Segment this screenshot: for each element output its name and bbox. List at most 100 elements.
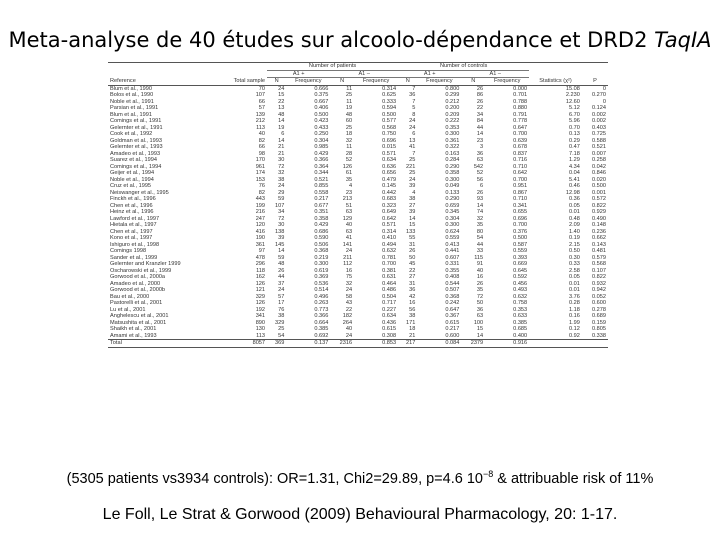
value-cell: 80 [476,228,484,235]
value-cell: 0.800 [445,85,460,92]
value-cell: 57 [278,293,285,300]
value-cell: 23 [345,189,353,196]
value-cell: 40 [345,222,353,228]
value-cell: 0.592 [513,274,528,280]
value-cell: 0.304 [314,137,329,144]
value-cell: 0.689 [592,313,606,319]
value-cell: 0.659 [445,202,460,209]
value-cell: 32 [476,215,484,222]
value-cell: 0.368 [314,248,329,254]
reference-cell: Bolos et al., 1990 [110,92,154,98]
value-cell: 0.632 [382,248,397,254]
value-cell: 0.507 [445,287,460,293]
value-cell: 12.60 [565,98,580,105]
value-cell: 5.12 [568,105,580,111]
value-cell: 44 [476,124,484,131]
col-reference: Reference [110,77,136,84]
value-cell: 24 [409,118,416,124]
value-cell: 139 [255,111,266,118]
value-cell: 34 [476,111,484,118]
value-cell: 0.163 [445,150,460,157]
value-cell: 21 [278,150,285,157]
value-cell: 93 [476,196,484,202]
reference-cell: Gelernter et al., 1991 [110,124,163,131]
value-cell: 15 [409,222,416,228]
value-cell: 15 [278,92,285,98]
value-cell: 14 [476,202,484,209]
value-cell: 0.436 [382,319,397,326]
value-cell: 0.323 [382,202,397,209]
value-cell: 0.002 [592,111,606,118]
value-cell: 0.558 [314,189,329,196]
table-row: Kono et al., 1997 190 39 0.590 41 0.410 55 0.55… [108,235,608,242]
value-cell: 0.70 [568,124,580,131]
table-row: Chen et al., 1997 416 138 0.686 63 0.314 133 0.… [108,229,608,236]
value-cell: 0.544 [445,280,460,287]
value-cell: 29 [278,189,285,196]
value-cell: 0.716 [513,157,528,163]
value-cell: 192 [255,306,266,313]
value-cell: 39 [409,183,416,189]
value-cell: 0.403 [592,124,606,131]
value-cell: 0.242 [445,300,460,306]
value-cell: 0.429 [314,150,329,157]
value-cell: 182 [342,313,353,319]
value-cell: 0.007 [592,150,606,157]
reference-cell: Gorwood et al., 2000b [110,287,166,293]
value-cell: 19 [345,105,353,111]
value-cell: 0.633 [513,313,528,319]
value-cell: 0.667 [314,98,329,105]
reference-cell: Blum et al., 1990 [110,85,152,92]
value-cell: 0.338 [592,332,606,339]
value-cell: 59 [278,196,285,202]
reference-cell: Chen et al., 1996 [110,202,153,209]
value-cell: 0.358 [445,170,460,176]
header-patients-a1minus: A1 – [330,70,399,78]
value-cell: 0.559 [513,248,528,254]
value-cell: 120 [255,222,266,228]
header-controls-a1minus: A1 – [461,70,530,78]
value-cell: 0 [602,85,606,92]
value-cell: 961 [255,163,266,170]
table-row: Gelernter and Kranzler 1999 296 48 0.300 112… [108,261,608,268]
value-cell: 16 [345,267,353,274]
value-cell: 0.300 [445,222,460,228]
value-cell: 0.263 [314,300,329,306]
value-cell: 31 [409,280,416,287]
value-cell: 0.366 [314,157,329,163]
value-cell: 11 [346,98,353,105]
value-cell: 361 [255,241,266,248]
value-cell: 0.250 [314,131,329,137]
value-cell: 0.514 [314,287,329,293]
value-cell: 0.385 [513,319,528,326]
value-cell: 0.143 [592,241,606,248]
value-cell: 14 [476,131,484,137]
value-cell: 0.145 [382,183,397,189]
value-cell: 36 [409,287,416,293]
value-cell: 72 [278,163,285,170]
value-cell: 22 [278,98,285,105]
value-cell: 478 [255,254,266,261]
value-cell: 0.353 [445,124,460,131]
value-cell: 0.493 [513,287,528,293]
value-cell: 26 [476,85,484,92]
value-cell: 56 [476,176,484,183]
value-cell: 25 [345,124,353,131]
value-cell: 22 [409,267,416,274]
value-cell: 40 [476,267,484,274]
value-cell: 0.500 [314,111,329,118]
value-cell: 14 [409,215,416,222]
table-body: Blum et al., 1990 70 24 0.666 11 0.314 7 0.800 2… [108,85,608,347]
value-cell: 0.236 [592,228,606,235]
value-cell: 0.932 [592,280,606,287]
table-row: Hietala et al., 1997 120 30 0.429 40 0.571 15 0… [108,222,608,229]
value-cell: 126 [255,280,266,287]
reference-cell: Oscharowski et al., 1999 [110,267,172,274]
value-cell: 26 [409,248,416,254]
value-cell: 212 [255,118,266,124]
table-row: Suarez et al., 1994 170 30 0.366 52 0.634 25 0.… [108,157,608,164]
value-cell: 0.217 [314,196,329,202]
value-cell: 11 [346,85,353,92]
value-cell: 36 [476,306,484,313]
value-cell: 27 [409,274,416,280]
